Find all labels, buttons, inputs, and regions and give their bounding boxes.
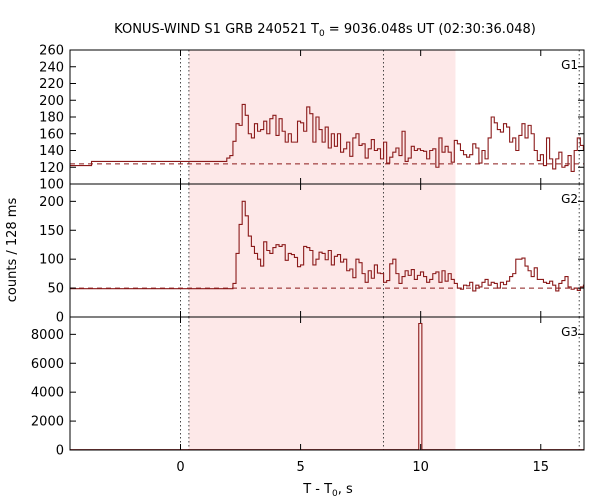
- shaded-interval-g3: [188, 317, 456, 450]
- panel-g3: 0 2000 4000 6000 8000 G3: [31, 316, 585, 459]
- y-tick-label-g2-0: 0: [56, 311, 64, 326]
- y-tick-label-g2-2: 100: [39, 253, 64, 268]
- x-axis-tick-labels: 0 5 10 15: [176, 460, 549, 475]
- y-tick-label-g1-0: 100: [39, 178, 64, 193]
- y-tick-label-g1-3: 160: [39, 127, 64, 142]
- x-axis-label-subscript: 0: [332, 489, 338, 499]
- panel-label-g2: G2: [561, 192, 578, 206]
- y-tick-label-g3-2: 4000: [31, 386, 64, 401]
- y-tick-label-g3-4: 8000: [31, 328, 64, 343]
- chart-title-suffix: = 9036.048s UT (02:30:36.048): [325, 22, 536, 37]
- y-tick-label-g3-1: 2000: [31, 415, 64, 430]
- y-tick-label-g1-7: 240: [39, 60, 64, 75]
- y-tick-label-g1-2: 140: [39, 144, 64, 159]
- x-axis-label-suffix: , s: [338, 482, 353, 497]
- shaded-interval-g2: [188, 184, 456, 317]
- x-axis-label-prefix: T - T: [302, 482, 332, 497]
- panels-group: 100120140160180200220240260G105010015020…: [31, 44, 585, 475]
- chart-title: KONUS-WIND S1 GRB 240521 T0 = 9036.048s …: [114, 22, 536, 39]
- y-tick-label-g1-8: 260: [39, 44, 64, 59]
- y-tick-label-g1-4: 180: [39, 111, 64, 126]
- y-tick-label-g2-4: 200: [39, 195, 64, 210]
- y-tick-label-g1-5: 200: [39, 94, 64, 109]
- panel-frame-g3: [69, 316, 585, 451]
- x-tick-label-0: 0: [176, 460, 184, 475]
- x-tick-label-3: 15: [532, 460, 549, 475]
- x-tick-label-1: 5: [296, 460, 304, 475]
- y-tick-label-g1-6: 220: [39, 77, 64, 92]
- x-axis-label: T - T0, s: [302, 482, 353, 499]
- chart-title-subscript: 0: [319, 29, 325, 39]
- panel-g2: 0 50 100 150 200 G2: [39, 183, 585, 326]
- y-tick-label-g2-1: 50: [47, 282, 64, 297]
- shaded-interval-g1: [188, 50, 456, 184]
- x-tick-label-2: 10: [412, 460, 429, 475]
- step-curve-g1: [70, 103, 584, 172]
- y-tick-label-g3-0: 0: [56, 444, 64, 459]
- chart-title-prefix: KONUS-WIND S1 GRB 240521 T: [114, 22, 319, 37]
- y-tick-label-g1-1: 120: [39, 161, 64, 176]
- panel-label-g3: G3: [561, 325, 578, 339]
- y-tick-label-g2-3: 150: [39, 224, 64, 239]
- step-curve-g2: [70, 200, 584, 292]
- y-tick-label-g3-3: 6000: [31, 357, 64, 372]
- y-axis-label: counts / 128 ms: [5, 198, 20, 303]
- panel-label-g1: G1: [561, 58, 578, 72]
